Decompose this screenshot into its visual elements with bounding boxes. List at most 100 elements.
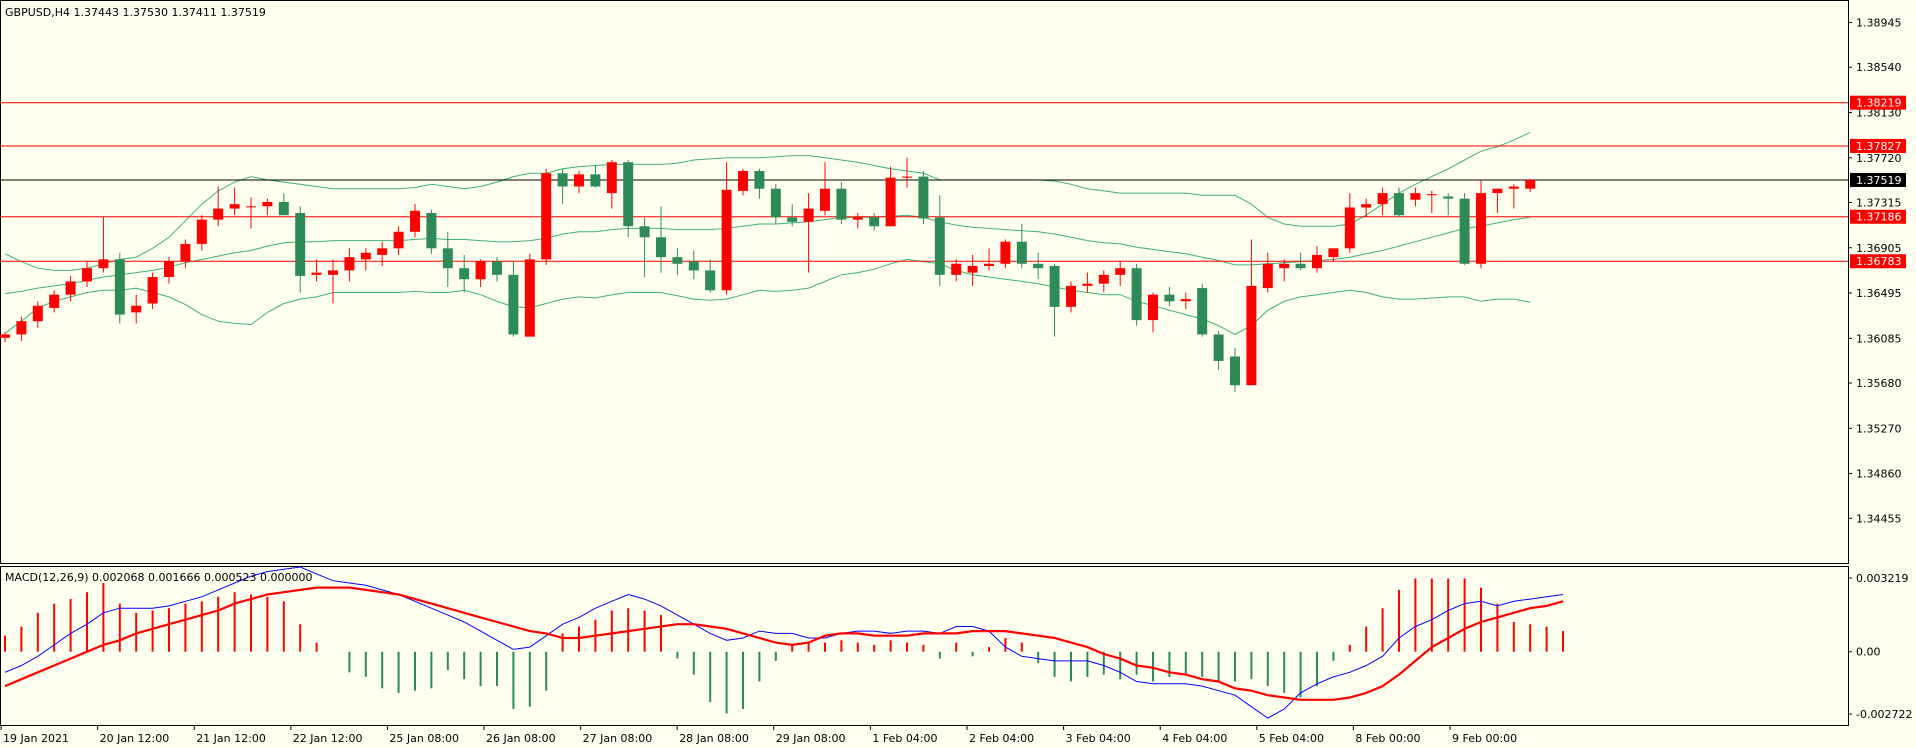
bull-candle	[1279, 263, 1290, 269]
band-lower-line	[4, 258, 1531, 335]
price-tick-label: 1.38945	[1856, 17, 1902, 30]
bull-candle	[1262, 263, 1273, 289]
price-window-frame	[0, 0, 1849, 564]
bull-candle	[852, 217, 863, 220]
bull-candle	[951, 263, 962, 275]
level-price-label: 1.37827	[1856, 140, 1902, 153]
price-tick-label: 1.35680	[1856, 377, 1902, 390]
time-axis[interactable]: 19 Jan 2021 20 Jan 12:00 21 Jan 12:00 22 Ja…	[0, 726, 1517, 745]
time-tick-label: 20 Jan 12:00	[100, 732, 170, 745]
bull-candle	[246, 206, 256, 208]
level-price-tag	[1850, 254, 1906, 269]
price-tick-label: 1.34455	[1856, 512, 1902, 525]
bull-candle	[885, 177, 896, 227]
bull-candle	[1000, 241, 1011, 264]
time-tick-label: 5 Feb 04:00	[1259, 732, 1324, 745]
bull-candle	[311, 272, 322, 275]
bull-candle	[164, 261, 174, 278]
bull-candle	[393, 231, 404, 249]
bear-candle	[1131, 268, 1142, 321]
bear-candle	[114, 259, 125, 315]
bear-candle	[295, 212, 306, 276]
bull-candle	[229, 204, 240, 209]
bull-candle	[262, 201, 273, 207]
bull-candle	[541, 173, 552, 260]
macd-window-frame	[0, 566, 1849, 726]
bull-candle	[360, 252, 371, 260]
time-tick-label: 22 Jan 12:00	[293, 732, 363, 745]
price-tick-label: 1.36495	[1856, 287, 1902, 300]
bull-candle	[16, 321, 27, 335]
bear-candle	[639, 226, 650, 238]
bear-candle	[672, 257, 683, 264]
bull-candle	[1328, 248, 1339, 258]
level-price-label: 1.38219	[1856, 97, 1902, 110]
bull-candle	[1344, 207, 1355, 249]
bear-candle	[1164, 294, 1175, 302]
bull-candle	[902, 176, 912, 178]
bear-candle	[426, 212, 437, 249]
level-price-tag	[1850, 95, 1906, 110]
bull-candle	[820, 188, 830, 211]
level-price-tag	[1850, 138, 1906, 153]
band-middle-line	[4, 214, 1531, 295]
bull-candle	[1492, 188, 1503, 194]
price-scale[interactable]: 1.38945 1.38540 1.38130 1.37720 1.37315 1.369…	[1848, 17, 1906, 526]
bull-candle	[803, 208, 814, 222]
bull-candle	[180, 243, 191, 262]
bull-candle	[82, 268, 92, 282]
current-price-tag	[1850, 172, 1906, 187]
bull-candle	[147, 277, 158, 304]
time-tick-label: 25 Jan 08:00	[389, 732, 459, 745]
bear-candle	[1459, 198, 1470, 264]
time-tick-label: 21 Jan 12:00	[196, 732, 266, 745]
macd-scale: 0.003219 0.00 -0.002722	[1848, 572, 1912, 721]
macd-window[interactable]: MACD(12,26,9) 0.002068 0.001666 0.000523…	[0, 566, 1849, 726]
bull-candle	[65, 281, 76, 295]
bear-candle	[656, 237, 666, 258]
bull-candle	[606, 162, 617, 194]
bull-candle	[377, 248, 388, 255]
bull-candle	[1180, 299, 1191, 302]
bull-candle	[475, 261, 486, 280]
bull-candle	[131, 305, 142, 313]
bear-candle	[1016, 241, 1027, 264]
bear-candle	[623, 162, 634, 227]
bull-candle	[738, 171, 748, 191]
bear-candle	[1197, 288, 1208, 335]
bull-candle	[1312, 254, 1322, 269]
bull-candle	[1082, 283, 1093, 286]
bear-candle	[1213, 334, 1224, 361]
bull-candle	[1246, 285, 1257, 386]
bull-candle	[213, 208, 224, 220]
time-tick-label: 8 Feb 00:00	[1355, 732, 1420, 745]
bear-candle	[1394, 193, 1404, 216]
time-tick-label: 19 Jan 2021	[3, 732, 69, 745]
time-tick-label: 26 Jan 08:00	[486, 732, 556, 745]
bear-candle	[705, 270, 716, 291]
bear-candle	[492, 261, 502, 275]
macd-signal-line	[4, 586, 1564, 701]
bull-candle	[1115, 268, 1126, 275]
price-window[interactable]: GBPUSD,H4 1.37443 1.37530 1.37411 1.3751…	[0, 0, 1849, 564]
bull-candle	[1525, 179, 1536, 189]
bear-candle	[836, 188, 847, 220]
bull-candle	[984, 263, 994, 266]
price-tick-label: 1.36085	[1856, 332, 1902, 345]
bull-candle	[524, 259, 535, 337]
band-upper-line	[4, 131, 1531, 271]
bear-candle	[934, 217, 945, 275]
candles	[0, 157, 1536, 392]
bull-candle	[32, 305, 43, 322]
macd-indicator	[4, 566, 1564, 719]
bull-candle	[49, 294, 60, 308]
price-tick-label: 1.36905	[1856, 242, 1902, 255]
level-price-tag	[1850, 209, 1906, 224]
macd-line	[4, 566, 1564, 719]
price-tick-label: 1.38130	[1856, 107, 1902, 120]
bull-candle	[967, 265, 978, 273]
bear-candle	[918, 176, 929, 219]
time-tick-label: 2 Feb 04:00	[969, 732, 1034, 745]
